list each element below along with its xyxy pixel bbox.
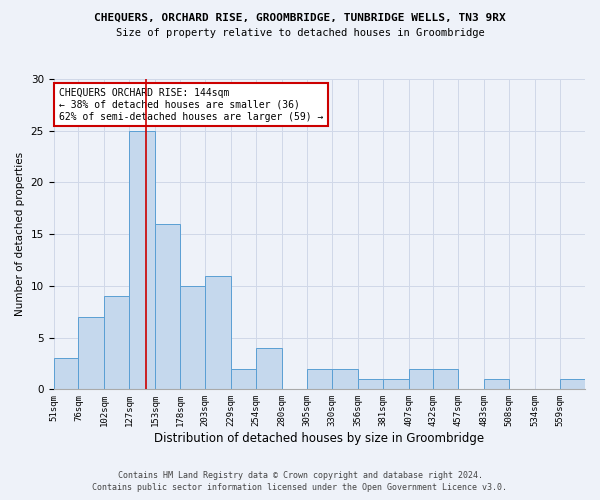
Bar <box>180 286 205 390</box>
Text: Contains HM Land Registry data © Crown copyright and database right 2024.: Contains HM Land Registry data © Crown c… <box>118 471 482 480</box>
Bar <box>484 379 509 390</box>
Text: CHEQUERS, ORCHARD RISE, GROOMBRIDGE, TUNBRIDGE WELLS, TN3 9RX: CHEQUERS, ORCHARD RISE, GROOMBRIDGE, TUN… <box>94 12 506 22</box>
Bar <box>53 358 79 390</box>
Bar <box>307 368 332 390</box>
Text: Contains public sector information licensed under the Open Government Licence v3: Contains public sector information licen… <box>92 484 508 492</box>
Text: Size of property relative to detached houses in Groombridge: Size of property relative to detached ho… <box>116 28 484 38</box>
Bar <box>358 379 383 390</box>
Y-axis label: Number of detached properties: Number of detached properties <box>15 152 25 316</box>
Bar <box>256 348 282 390</box>
Bar <box>79 317 104 390</box>
Bar <box>205 276 231 390</box>
X-axis label: Distribution of detached houses by size in Groombridge: Distribution of detached houses by size … <box>154 432 484 445</box>
Bar <box>383 379 409 390</box>
Bar <box>104 296 130 390</box>
Text: CHEQUERS ORCHARD RISE: 144sqm
← 38% of detached houses are smaller (36)
62% of s: CHEQUERS ORCHARD RISE: 144sqm ← 38% of d… <box>59 88 323 122</box>
Bar <box>130 130 155 390</box>
Bar <box>332 368 358 390</box>
Bar <box>155 224 180 390</box>
Bar <box>231 368 256 390</box>
Bar <box>433 368 458 390</box>
Bar <box>409 368 433 390</box>
Bar <box>560 379 585 390</box>
